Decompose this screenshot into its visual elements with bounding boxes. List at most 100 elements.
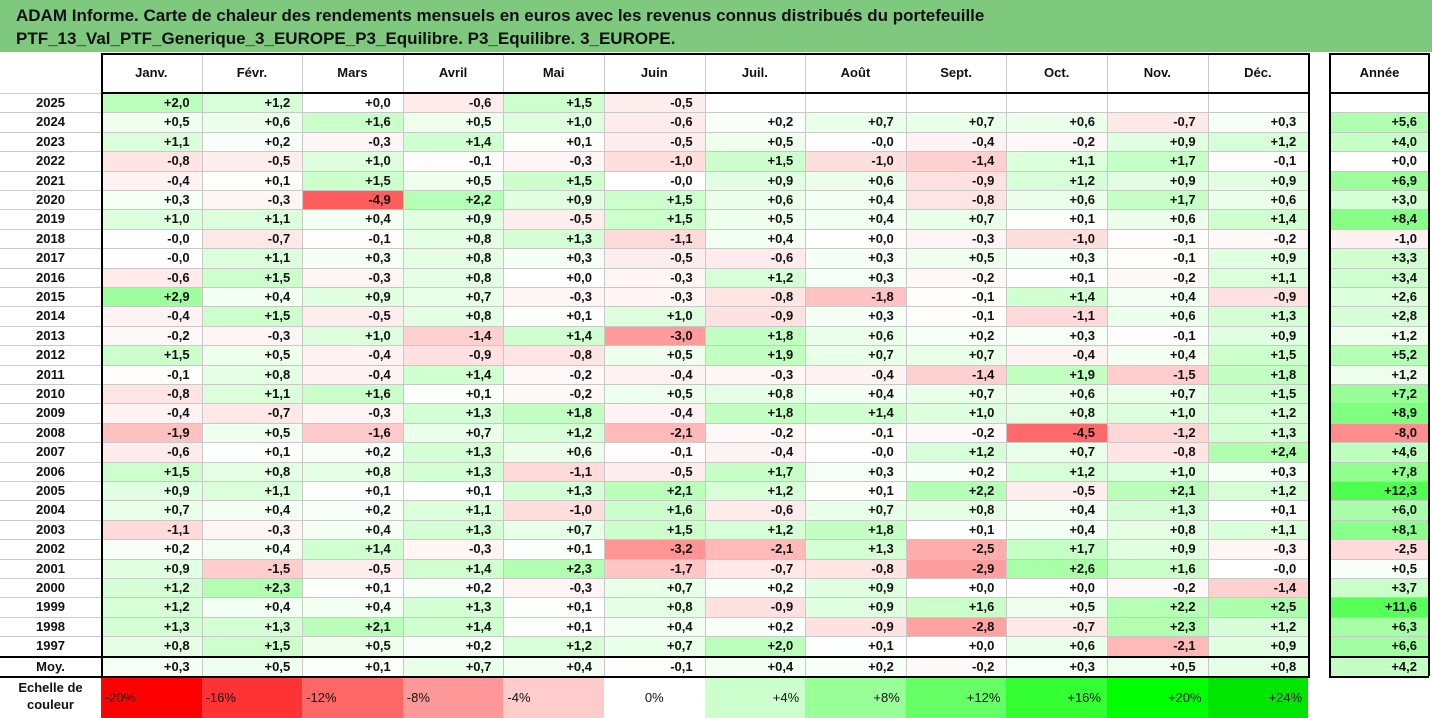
heat-cell: -0,5 <box>604 248 705 268</box>
heat-cell: +1,4 <box>402 131 504 152</box>
heat-cell: +1,3 <box>1207 306 1309 326</box>
heat-cell: +0,3 <box>1207 112 1309 132</box>
grid-hline <box>1330 500 1429 501</box>
grid-vline <box>403 53 404 676</box>
heat-cell: +1,3 <box>805 539 906 559</box>
annual-cell: +6,9 <box>1330 170 1429 190</box>
grid-hline <box>0 209 1309 210</box>
grid-hline <box>1330 248 1429 249</box>
heat-cell: +0,4 <box>201 500 303 520</box>
heat-cell: -0,2 <box>503 364 604 384</box>
heat-cell: +0,2 <box>302 500 403 520</box>
grid-hline <box>1330 209 1429 210</box>
heat-cell: +2,0 <box>704 636 806 656</box>
average-cell: +0,5 <box>201 656 303 676</box>
grid-hline <box>0 151 1309 152</box>
annual-cell: +8,9 <box>1330 403 1429 423</box>
heat-cell: -0,5 <box>604 461 705 481</box>
heat-cell: -0,9 <box>805 616 906 637</box>
grid-hline <box>0 306 1309 307</box>
heat-cell: +0,8 <box>302 461 403 481</box>
grid-hline <box>0 597 1309 598</box>
grid-hline <box>1330 132 1429 133</box>
grid-hline <box>1330 229 1429 230</box>
heat-cell: +0,5 <box>704 209 806 229</box>
heat-cell: +1,0 <box>1107 461 1208 481</box>
heat-cell: +1,7 <box>1107 151 1208 171</box>
grid-hline <box>1330 636 1429 637</box>
heat-cell: +1,6 <box>1107 558 1208 578</box>
heat-cell: +2,4 <box>1207 442 1309 462</box>
average-cell: -0,1 <box>604 656 705 676</box>
row-year-label: 2025 <box>0 93 101 113</box>
column-header: Oct. <box>1006 53 1107 92</box>
heat-cell: +1,3 <box>1207 422 1309 443</box>
heat-cell: +1,0 <box>302 151 403 171</box>
border-average-bottom <box>0 675 1310 678</box>
heat-cell: -0,2 <box>905 267 1007 287</box>
column-header: Juin <box>604 53 705 92</box>
heat-cell: +0,9 <box>503 190 604 210</box>
scale-label-line-2: couleur <box>27 696 74 712</box>
heat-cell: +0,4 <box>1107 287 1208 307</box>
annual-cell: +0,0 <box>1330 151 1429 171</box>
grid-vline <box>805 53 806 676</box>
border-header-bottom <box>101 92 1308 94</box>
heat-cell: +1,2 <box>1207 403 1309 423</box>
grid-hline <box>1330 287 1429 288</box>
heat-cell: -0,9 <box>905 170 1007 190</box>
annual-cell: +8,1 <box>1330 519 1429 540</box>
grid-hline <box>0 112 1309 113</box>
column-header: Mars <box>302 53 403 92</box>
heat-cell: +0,5 <box>402 112 504 132</box>
heat-cell: +0,4 <box>805 190 906 210</box>
grid-hline <box>0 481 1309 482</box>
column-header: Janv. <box>101 53 202 92</box>
heat-cell: +0,7 <box>1006 442 1107 462</box>
heat-cell: +0,1 <box>402 384 504 404</box>
heat-cell: +0,0 <box>1006 578 1107 598</box>
heat-cell: -0,8 <box>805 558 906 578</box>
heat-cell: +0,6 <box>201 112 303 132</box>
heat-cell: +0,5 <box>402 170 504 190</box>
heat-cell: +0,8 <box>402 267 504 287</box>
heat-cell: -0,7 <box>1107 112 1208 132</box>
heat-cell: +0,4 <box>1006 519 1107 540</box>
heat-cell: +0,1 <box>503 306 604 326</box>
heat-cell: -0,3 <box>201 325 303 346</box>
heat-cell: +0,8 <box>402 306 504 326</box>
column-header: Déc. <box>1207 53 1309 92</box>
heat-cell: +1,5 <box>201 306 303 326</box>
heat-cell: +1,2 <box>1207 616 1309 637</box>
annual-cell: +4,0 <box>1330 131 1429 152</box>
heat-cell: -0,5 <box>302 558 403 578</box>
heat-cell: +1,2 <box>503 422 604 443</box>
average-cell: +0,4 <box>503 656 604 676</box>
average-cell: +0,8 <box>1207 656 1309 676</box>
heat-cell: +1,4 <box>302 539 403 559</box>
heat-cell: +2,3 <box>503 558 604 578</box>
heat-cell: +0,2 <box>704 616 806 637</box>
heat-cell: -0,1 <box>905 306 1007 326</box>
heat-cell: +0,6 <box>1107 209 1208 229</box>
average-annual-cell: +4,2 <box>1330 656 1429 676</box>
heat-cell: +1,0 <box>101 209 202 229</box>
heat-cell: +1,9 <box>704 345 806 365</box>
heat-cell: +0,3 <box>805 248 906 268</box>
heat-cell: +1,0 <box>1107 403 1208 423</box>
heat-cell: -0,9 <box>704 306 806 326</box>
heat-cell: +0,1 <box>302 578 403 598</box>
heat-cell: +1,3 <box>503 228 604 249</box>
heat-cell: -0,3 <box>302 267 403 287</box>
grid-hline <box>1330 190 1429 191</box>
heat-cell: +0,6 <box>1006 190 1107 210</box>
column-header: Mai <box>503 53 604 92</box>
grid-hline <box>1330 539 1429 540</box>
heat-cell: -0,2 <box>1107 578 1208 598</box>
heat-cell: +1,8 <box>1207 364 1309 384</box>
heat-cell: +1,2 <box>1207 131 1309 152</box>
heat-cell: -0,1 <box>1107 248 1208 268</box>
heat-cell: -0,3 <box>704 364 806 384</box>
heat-cell: -0,4 <box>101 170 202 190</box>
heat-cell: +0,9 <box>805 597 906 617</box>
